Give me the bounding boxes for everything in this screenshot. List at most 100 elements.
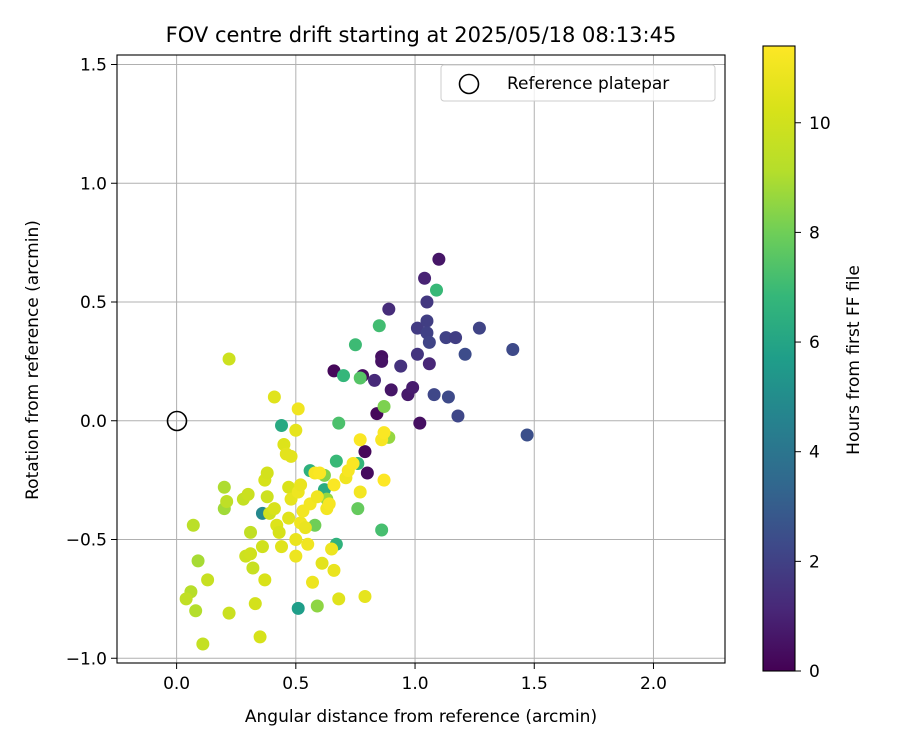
legend-label: Reference platepar — [507, 74, 669, 94]
data-point — [432, 252, 446, 266]
data-point — [351, 502, 365, 516]
data-point — [368, 373, 382, 387]
x-tick-label: 0.5 — [282, 674, 309, 694]
data-point — [327, 478, 341, 492]
y-tick-label: 1.0 — [80, 174, 107, 194]
data-point — [332, 416, 346, 430]
data-point — [222, 606, 236, 620]
data-point — [372, 319, 386, 333]
y-tick-label: −1.0 — [66, 649, 107, 669]
data-point — [458, 347, 472, 361]
colorbar-tick-label: 10 — [809, 114, 831, 134]
data-point — [451, 409, 465, 423]
data-point — [332, 592, 346, 606]
data-point — [418, 271, 432, 285]
y-axis-ticks: −1.0 −0.5 0.0 0.5 1.0 1.5 — [66, 56, 117, 669]
legend-marker-open-circle — [458, 73, 480, 95]
data-point — [186, 518, 200, 532]
chart-title: FOV centre drift starting at 2025/05/18 … — [166, 23, 677, 47]
data-point — [422, 357, 436, 371]
data-point — [358, 590, 372, 603]
data-point — [449, 331, 463, 345]
data-point — [275, 540, 289, 554]
data-point — [520, 428, 534, 442]
data-point — [289, 533, 303, 546]
data-point — [441, 390, 455, 404]
data-point — [420, 295, 434, 309]
y-tick-label: 0.0 — [80, 412, 107, 432]
data-point — [348, 338, 362, 352]
data-point — [220, 495, 234, 508]
data-point — [289, 423, 303, 437]
data-point — [472, 321, 486, 335]
data-point — [315, 556, 329, 570]
data-points — [179, 252, 534, 651]
data-point — [394, 359, 408, 373]
data-point — [337, 369, 351, 383]
data-point — [272, 525, 286, 539]
data-point — [422, 335, 436, 349]
data-point — [410, 347, 424, 361]
data-point — [384, 383, 398, 397]
data-point — [358, 445, 372, 459]
data-point — [248, 597, 262, 611]
x-tick-label: 1.5 — [521, 674, 548, 694]
data-point — [284, 449, 298, 463]
data-point — [253, 630, 267, 644]
data-point — [375, 354, 389, 368]
x-tick-label: 2.0 — [640, 674, 667, 694]
y-tick-label: 1.5 — [80, 56, 107, 76]
y-tick-label: 0.5 — [80, 293, 107, 313]
data-point — [246, 561, 260, 575]
data-point — [294, 478, 308, 492]
colorbar-label: Hours from first FF file — [844, 265, 864, 455]
data-point — [353, 485, 367, 499]
data-point — [291, 601, 305, 615]
x-tick-label: 0.0 — [163, 674, 190, 694]
colorbar-tick-label: 6 — [809, 333, 820, 353]
data-point — [289, 549, 303, 563]
data-point — [313, 466, 327, 480]
data-point — [382, 302, 396, 316]
data-point — [506, 343, 520, 356]
colorbar-tick-label: 2 — [809, 552, 820, 572]
data-point — [275, 419, 289, 432]
x-axis-label: Angular distance from reference (arcmin) — [245, 707, 597, 727]
reference-marker — [166, 410, 188, 432]
data-point — [179, 592, 193, 606]
legend: Reference platepar — [440, 64, 716, 102]
data-point — [255, 540, 269, 554]
data-point — [322, 497, 336, 511]
data-point — [377, 400, 391, 413]
data-point — [260, 490, 274, 504]
data-point — [420, 314, 434, 328]
data-point — [244, 547, 258, 561]
y-tick-label: −0.5 — [66, 531, 107, 551]
data-point — [267, 502, 281, 516]
data-point — [327, 563, 341, 577]
data-point — [329, 454, 343, 468]
data-point — [353, 371, 367, 385]
data-point — [298, 521, 312, 535]
data-point — [196, 637, 210, 651]
data-point — [310, 490, 324, 504]
colorbar-tick-label: 0 — [809, 662, 820, 682]
data-point — [258, 573, 272, 587]
data-point — [222, 352, 236, 366]
y-axis-label: Rotation from reference (arcmin) — [23, 220, 43, 500]
data-point — [241, 487, 255, 501]
data-point — [325, 542, 339, 556]
data-point — [260, 466, 274, 480]
data-point — [429, 283, 443, 297]
colorbar-tick-label: 4 — [809, 443, 820, 463]
x-tick-label: 1.0 — [402, 674, 429, 694]
data-point — [306, 575, 320, 589]
data-point — [201, 573, 215, 587]
data-point — [427, 388, 441, 402]
colorbar-ticks: 0 2 4 6 8 10 — [795, 114, 831, 682]
data-point — [360, 466, 374, 480]
colorbar-tick-label: 8 — [809, 223, 820, 243]
data-point — [291, 402, 305, 416]
data-point — [377, 473, 391, 487]
